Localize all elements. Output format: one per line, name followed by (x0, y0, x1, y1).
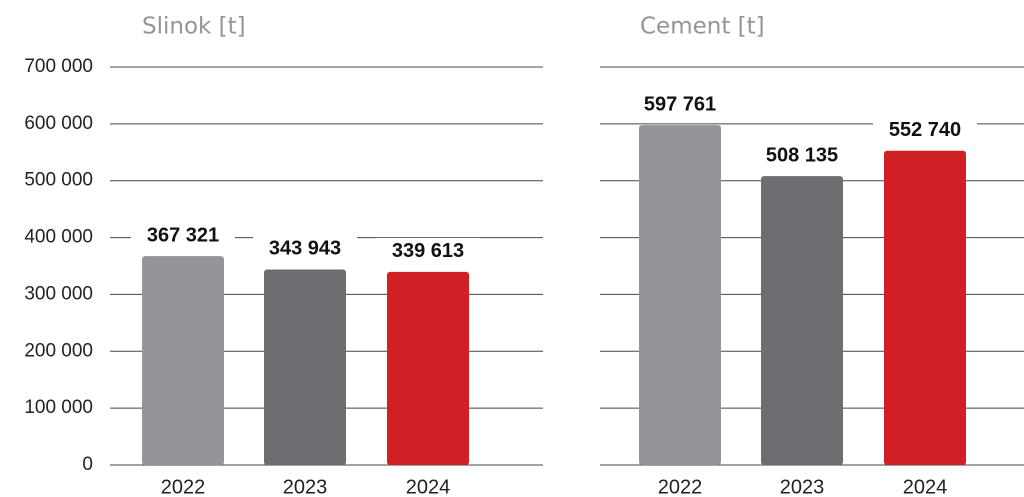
label-bg (628, 91, 732, 118)
y-tick-label: 100 000 (24, 397, 93, 418)
bar (142, 256, 224, 465)
label-bg (253, 235, 357, 262)
label-bg (376, 237, 480, 264)
y-tick-label: 700 000 (24, 56, 93, 77)
x-tick-label: 2023 (780, 476, 825, 497)
y-tick-label: 400 000 (24, 227, 93, 248)
x-tick-label: 2024 (903, 476, 948, 497)
label-bg (750, 142, 854, 169)
value-label: 343 943 (269, 238, 341, 260)
bar (387, 271, 469, 465)
value-label: 597 761 (644, 93, 716, 115)
bar (264, 269, 346, 465)
value-label: 367 321 (147, 224, 219, 246)
x-tick-label: 2024 (406, 476, 451, 497)
x-tick-label: 2022 (658, 476, 703, 497)
y-tick-label: 0 (82, 454, 93, 475)
value-label: 339 613 (392, 240, 464, 262)
bar (884, 150, 966, 465)
y-tick-label: 600 000 (24, 113, 93, 134)
bar (639, 125, 721, 465)
label-bg (873, 116, 977, 143)
x-tick-label: 2022 (161, 476, 206, 497)
bar (761, 176, 843, 465)
value-label: 552 740 (889, 119, 961, 141)
chart-title: Slinok [t] (142, 14, 246, 40)
y-tick-label: 500 000 (24, 170, 93, 191)
chart-title: Cement [t] (640, 14, 765, 40)
value-label: 508 135 (766, 144, 838, 166)
x-tick-label: 2023 (283, 476, 328, 497)
y-tick-label: 200 000 (24, 340, 93, 361)
y-tick-label: 300 000 (24, 283, 93, 304)
label-bg (131, 222, 235, 249)
